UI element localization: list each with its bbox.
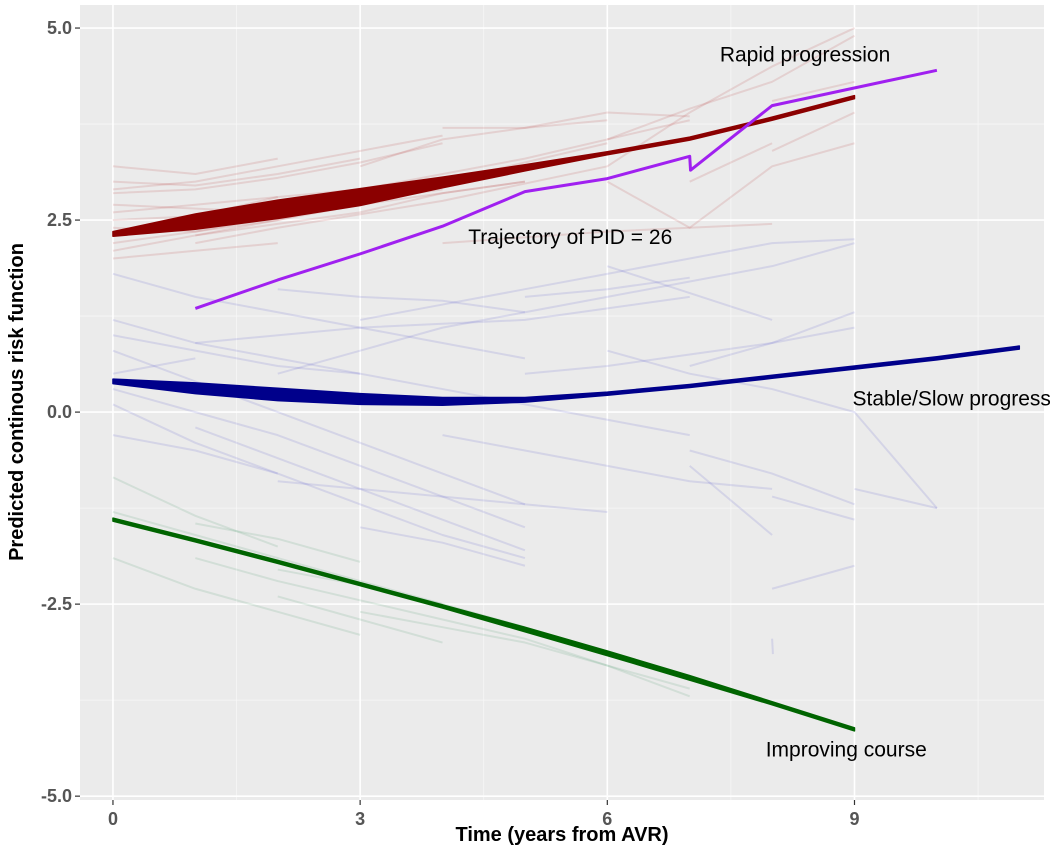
red-individual-trajectory <box>112 242 278 260</box>
green-individual-trajectory <box>195 522 361 563</box>
blue-individual-trajectory <box>277 288 526 314</box>
blue-individual-trajectory <box>689 449 855 506</box>
x-tick-label-3: 3 <box>355 809 365 829</box>
blue-individual-trajectory <box>359 238 855 321</box>
green-individual-trajectory <box>112 557 361 636</box>
blue-individual-trajectory <box>112 403 526 560</box>
y-tick-label-2-5: 2.5 <box>47 210 72 230</box>
blue-individual-trajectory <box>689 465 773 536</box>
stable-progression-individual-lines <box>112 238 938 655</box>
red-individual-trajectory <box>442 222 773 245</box>
red-individual-trajectory <box>359 119 608 168</box>
red-individual-trajectory <box>442 111 690 129</box>
blue-individual-trajectory <box>607 349 938 509</box>
y-tick-label-neg-5: -5.0 <box>41 786 72 806</box>
blue-individual-trajectory <box>524 311 855 375</box>
rapid-progression-mean-band <box>112 94 856 237</box>
red-individual-trajectory <box>689 27 855 114</box>
blue-individual-trajectory <box>195 426 526 552</box>
annotation-improving-course: Improving course <box>766 739 927 762</box>
green-individual-trajectory <box>277 595 443 644</box>
red-individual-trajectory <box>112 180 526 252</box>
green-individual-trajectory <box>112 476 279 548</box>
blue-individual-trajectory <box>854 487 938 510</box>
red-individual-trajectory <box>771 111 855 152</box>
x-tick-label-9: 9 <box>849 809 859 829</box>
blue-individual-trajectory <box>524 276 690 298</box>
blue-individual-trajectory <box>771 638 774 655</box>
blue-individual-trajectory <box>359 526 526 567</box>
green-individual-trajectory <box>359 610 690 690</box>
blue-individual-trajectory <box>442 434 773 490</box>
red-individual-trajectory <box>689 142 773 183</box>
x-tick-label-0: 0 <box>108 809 118 829</box>
blue-individual-trajectory <box>112 434 279 475</box>
blue-individual-trajectory <box>277 242 855 375</box>
blue-individual-trajectory <box>112 349 526 506</box>
stable-progression-mean-band <box>112 345 1021 406</box>
x-tick-label-6: 6 <box>602 809 612 829</box>
x-axis-title: Time (years from AVR) <box>455 824 668 846</box>
pid-26-trajectory <box>194 68 938 310</box>
red-individual-trajectory <box>606 142 855 229</box>
blue-individual-trajectory <box>607 265 773 321</box>
red-individual-trajectory <box>112 142 443 195</box>
blue-individual-trajectory <box>112 318 690 437</box>
blue-individual-trajectory <box>112 334 361 375</box>
plot-panel <box>80 5 1044 800</box>
green-individual-trajectory <box>195 557 691 698</box>
class-mean-trajectories <box>112 94 1021 732</box>
blue-individual-trajectory <box>689 326 855 367</box>
red-individual-trajectory <box>771 80 855 102</box>
minor-gridlines <box>80 5 1044 800</box>
patient-trajectory-line <box>194 68 938 310</box>
red-individual-trajectory <box>112 157 278 175</box>
annotation-rapid-progression: Rapid progression <box>720 43 890 66</box>
annotation-stable-progression: Stable/Slow progression <box>852 388 1050 411</box>
major-gridlines <box>80 5 1044 800</box>
improving-course-individual-lines <box>112 476 691 698</box>
red-individual-trajectory <box>112 134 443 191</box>
y-tick-label-0: 0.0 <box>47 402 72 422</box>
blue-individual-trajectory <box>112 357 196 375</box>
red-individual-trajectory <box>112 157 361 187</box>
red-individual-trajectory <box>606 34 855 141</box>
blue-individual-trajectory <box>112 388 526 529</box>
axis-ticks <box>75 27 856 805</box>
y-tick-label-5: 5.0 <box>47 18 72 38</box>
annotation-pid-trajectory: Trajectory of PID = 26 <box>468 226 672 249</box>
blue-individual-trajectory <box>277 480 608 513</box>
y-tick-label-neg-2-5: -2.5 <box>41 594 72 614</box>
blue-individual-trajectory <box>771 564 855 590</box>
y-axis-title: Predicted continous risk function <box>6 243 28 561</box>
blue-individual-trajectory <box>771 495 855 521</box>
improving-course-mean-band <box>112 517 856 732</box>
blue-individual-trajectory <box>112 272 526 360</box>
blue-individual-trajectory <box>195 295 690 344</box>
